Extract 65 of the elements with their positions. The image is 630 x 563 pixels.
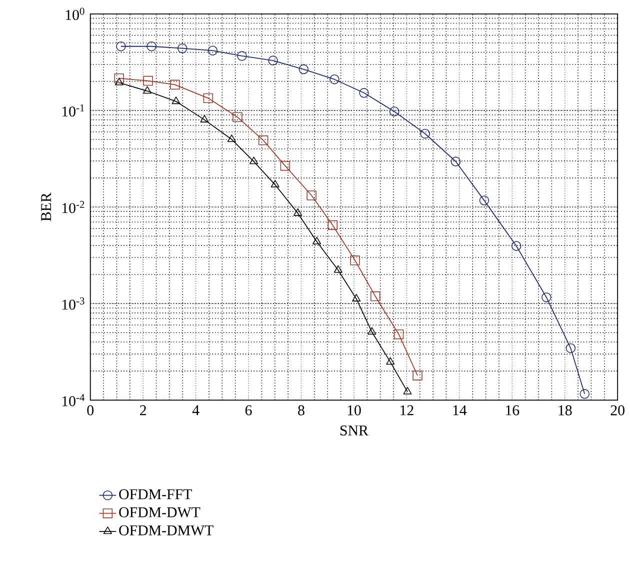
x-tick-label: 4	[192, 405, 200, 416]
x-tick-label: 12	[400, 405, 414, 416]
point	[237, 51, 247, 61]
point	[352, 294, 361, 302]
point	[328, 220, 338, 230]
point	[370, 291, 380, 302]
point	[330, 74, 340, 84]
point	[420, 128, 430, 139]
point	[334, 265, 342, 273]
point	[294, 208, 302, 216]
x-tick-label: 8	[298, 405, 304, 416]
point	[116, 42, 126, 52]
point	[250, 156, 258, 164]
y-tick-label: 10$^{-3}$	[62, 297, 84, 310]
point	[479, 196, 490, 206]
point	[258, 135, 268, 146]
point	[232, 112, 242, 122]
x-tick-label: 10	[348, 405, 361, 416]
x-tick-label: 20	[610, 405, 624, 416]
point	[170, 80, 180, 90]
point	[566, 343, 576, 354]
x-axis-title: SNR	[340, 425, 368, 436]
point	[146, 42, 156, 52]
point	[298, 64, 308, 74]
point	[177, 43, 188, 54]
y-tick-label: 10$^{-2}$	[62, 200, 84, 214]
point	[306, 190, 316, 200]
x-tick-label: 6	[245, 405, 252, 416]
point	[542, 292, 552, 302]
point	[394, 330, 404, 340]
point	[412, 370, 422, 380]
point	[512, 241, 522, 251]
point	[143, 86, 152, 94]
y-axis-title: BER	[41, 192, 51, 222]
point	[450, 156, 461, 166]
point	[268, 56, 278, 66]
x-tick-label: 2	[140, 405, 146, 416]
point	[368, 327, 376, 335]
point	[403, 386, 412, 394]
point	[114, 78, 124, 86]
point	[200, 114, 209, 122]
point	[172, 96, 180, 104]
y-tick-label: 10$^{-1}$	[62, 104, 84, 117]
point	[270, 180, 280, 188]
x-tick-label: 0	[87, 405, 94, 416]
point	[580, 389, 590, 399]
legend-label: OFDM-FFT	[119, 489, 192, 500]
point	[227, 134, 236, 142]
point	[386, 357, 395, 365]
point	[280, 160, 290, 171]
y-tick-label: 10$^{0}$	[66, 8, 84, 20]
legend-label: OFDM-DWT	[119, 507, 200, 518]
x-tick-label: 18	[558, 405, 572, 416]
point	[389, 106, 400, 116]
x-tick-label: 16	[506, 405, 520, 416]
legend-label: OFDM-DMWT	[119, 525, 214, 536]
point	[359, 88, 369, 98]
point	[143, 76, 153, 86]
point	[114, 74, 124, 84]
x-tick-label: 14	[453, 405, 467, 416]
point	[312, 236, 322, 244]
point	[203, 93, 214, 104]
point	[208, 46, 218, 56]
y-tick-label: 10$^{-4}$	[62, 394, 85, 406]
point	[350, 256, 360, 266]
